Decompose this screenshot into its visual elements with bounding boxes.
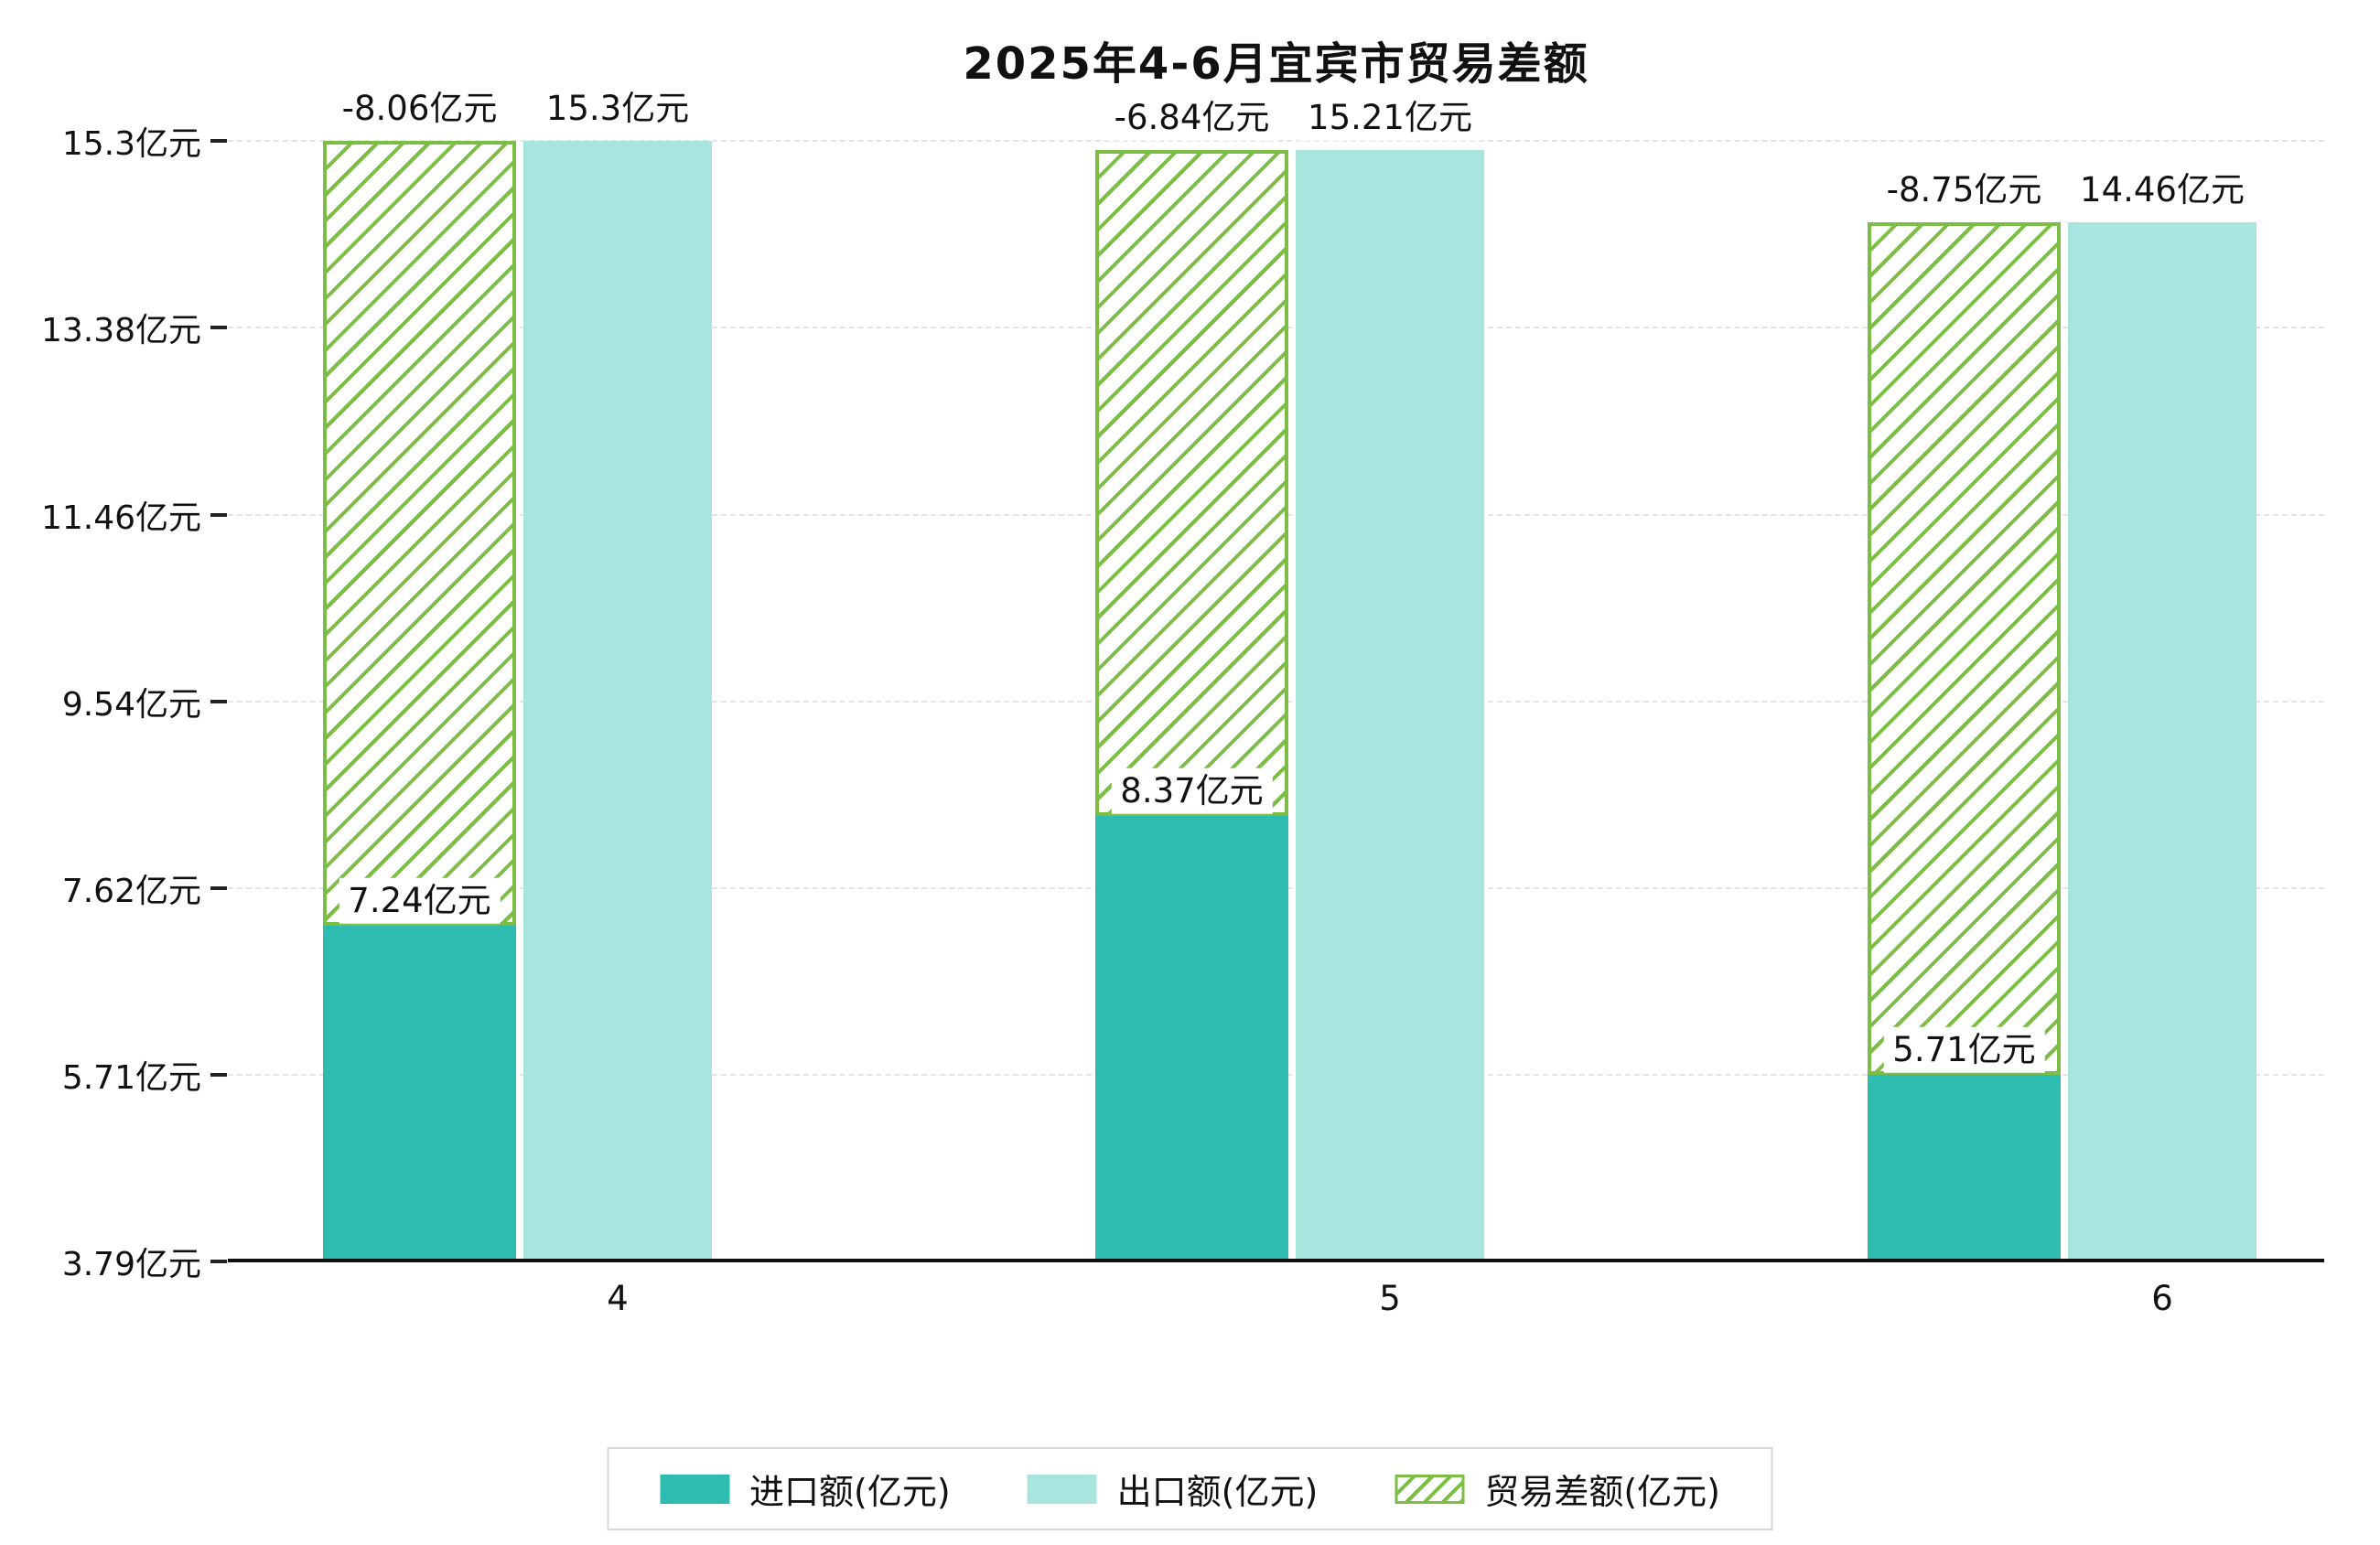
y-tick-mark [210,326,227,330]
import-bar [1868,1074,2061,1261]
import-bar [1095,815,1288,1261]
gridline [228,140,2324,142]
y-tick-mark [210,1260,227,1263]
y-tick-mark [210,1072,227,1077]
export-bar [1296,149,1484,1261]
y-tick-label: 3.79亿元 [61,1246,201,1283]
y-tick-mark [210,139,227,143]
export-label: 15.3亿元 [536,85,699,132]
trade-balance-bar [1868,222,2061,1075]
x-tick-label: 6 [2151,1279,2173,1318]
y-tick-mark [210,700,227,704]
export-bar [523,141,712,1261]
import-label: 5.71亿元 [1883,1026,2045,1073]
import-swatch-icon [660,1474,730,1504]
trade-balance-bar [323,141,516,926]
y-tick-label: 5.71亿元 [61,1058,201,1097]
legend-item-import: 进口额(亿元) [660,1464,951,1514]
export-label: 14.46亿元 [2071,167,2254,214]
trade-balance-swatch-icon [1395,1474,1465,1504]
legend: 进口额(亿元) 出口额(亿元) 贸易差额(亿元) [607,1447,1773,1530]
plot-area: -8.06亿元 15.3亿元 7.24亿元 -6.84亿元 15.21亿元 8.37亿元 -… [228,85,2324,1261]
y-tick-mark [210,512,227,517]
export-label: 15.21亿元 [1298,94,1481,141]
y-tick-label: 13.38亿元 [40,312,201,350]
trade-balance-label: -8.75亿元 [1877,167,2052,214]
y-tick-label: 11.46亿元 [40,499,201,537]
legend-label-trade-balance: 贸易差额(亿元) [1484,1472,1720,1512]
y-tick-label: 9.54亿元 [61,686,201,724]
trade-balance-bar [1095,149,1288,816]
legend-item-trade-balance: 贸易差额(亿元) [1395,1464,1720,1514]
export-bar [2068,222,2256,1261]
trade-balance-label: -6.84亿元 [1104,94,1279,141]
x-tick-label: 5 [1379,1279,1401,1318]
legend-label-export: 出口额(亿元) [1116,1472,1319,1512]
export-swatch-icon [1027,1474,1097,1504]
y-tick-label: 15.3亿元 [61,125,201,163]
x-axis-line [228,1259,2324,1262]
import-bar [323,925,516,1261]
y-tick-label: 7.62亿元 [61,873,201,911]
legend-label-import: 进口额(亿元) [749,1472,951,1512]
x-tick-label: 4 [607,1279,629,1318]
trade-balance-label: -8.06亿元 [332,85,507,132]
legend-item-export: 出口额(亿元) [1027,1464,1319,1514]
import-label: 8.37亿元 [1111,767,1273,814]
chart-title: 2025年4-6月宜宾市贸易差额 [963,38,1589,90]
import-label: 7.24亿元 [339,877,501,924]
y-tick-mark [210,886,227,891]
